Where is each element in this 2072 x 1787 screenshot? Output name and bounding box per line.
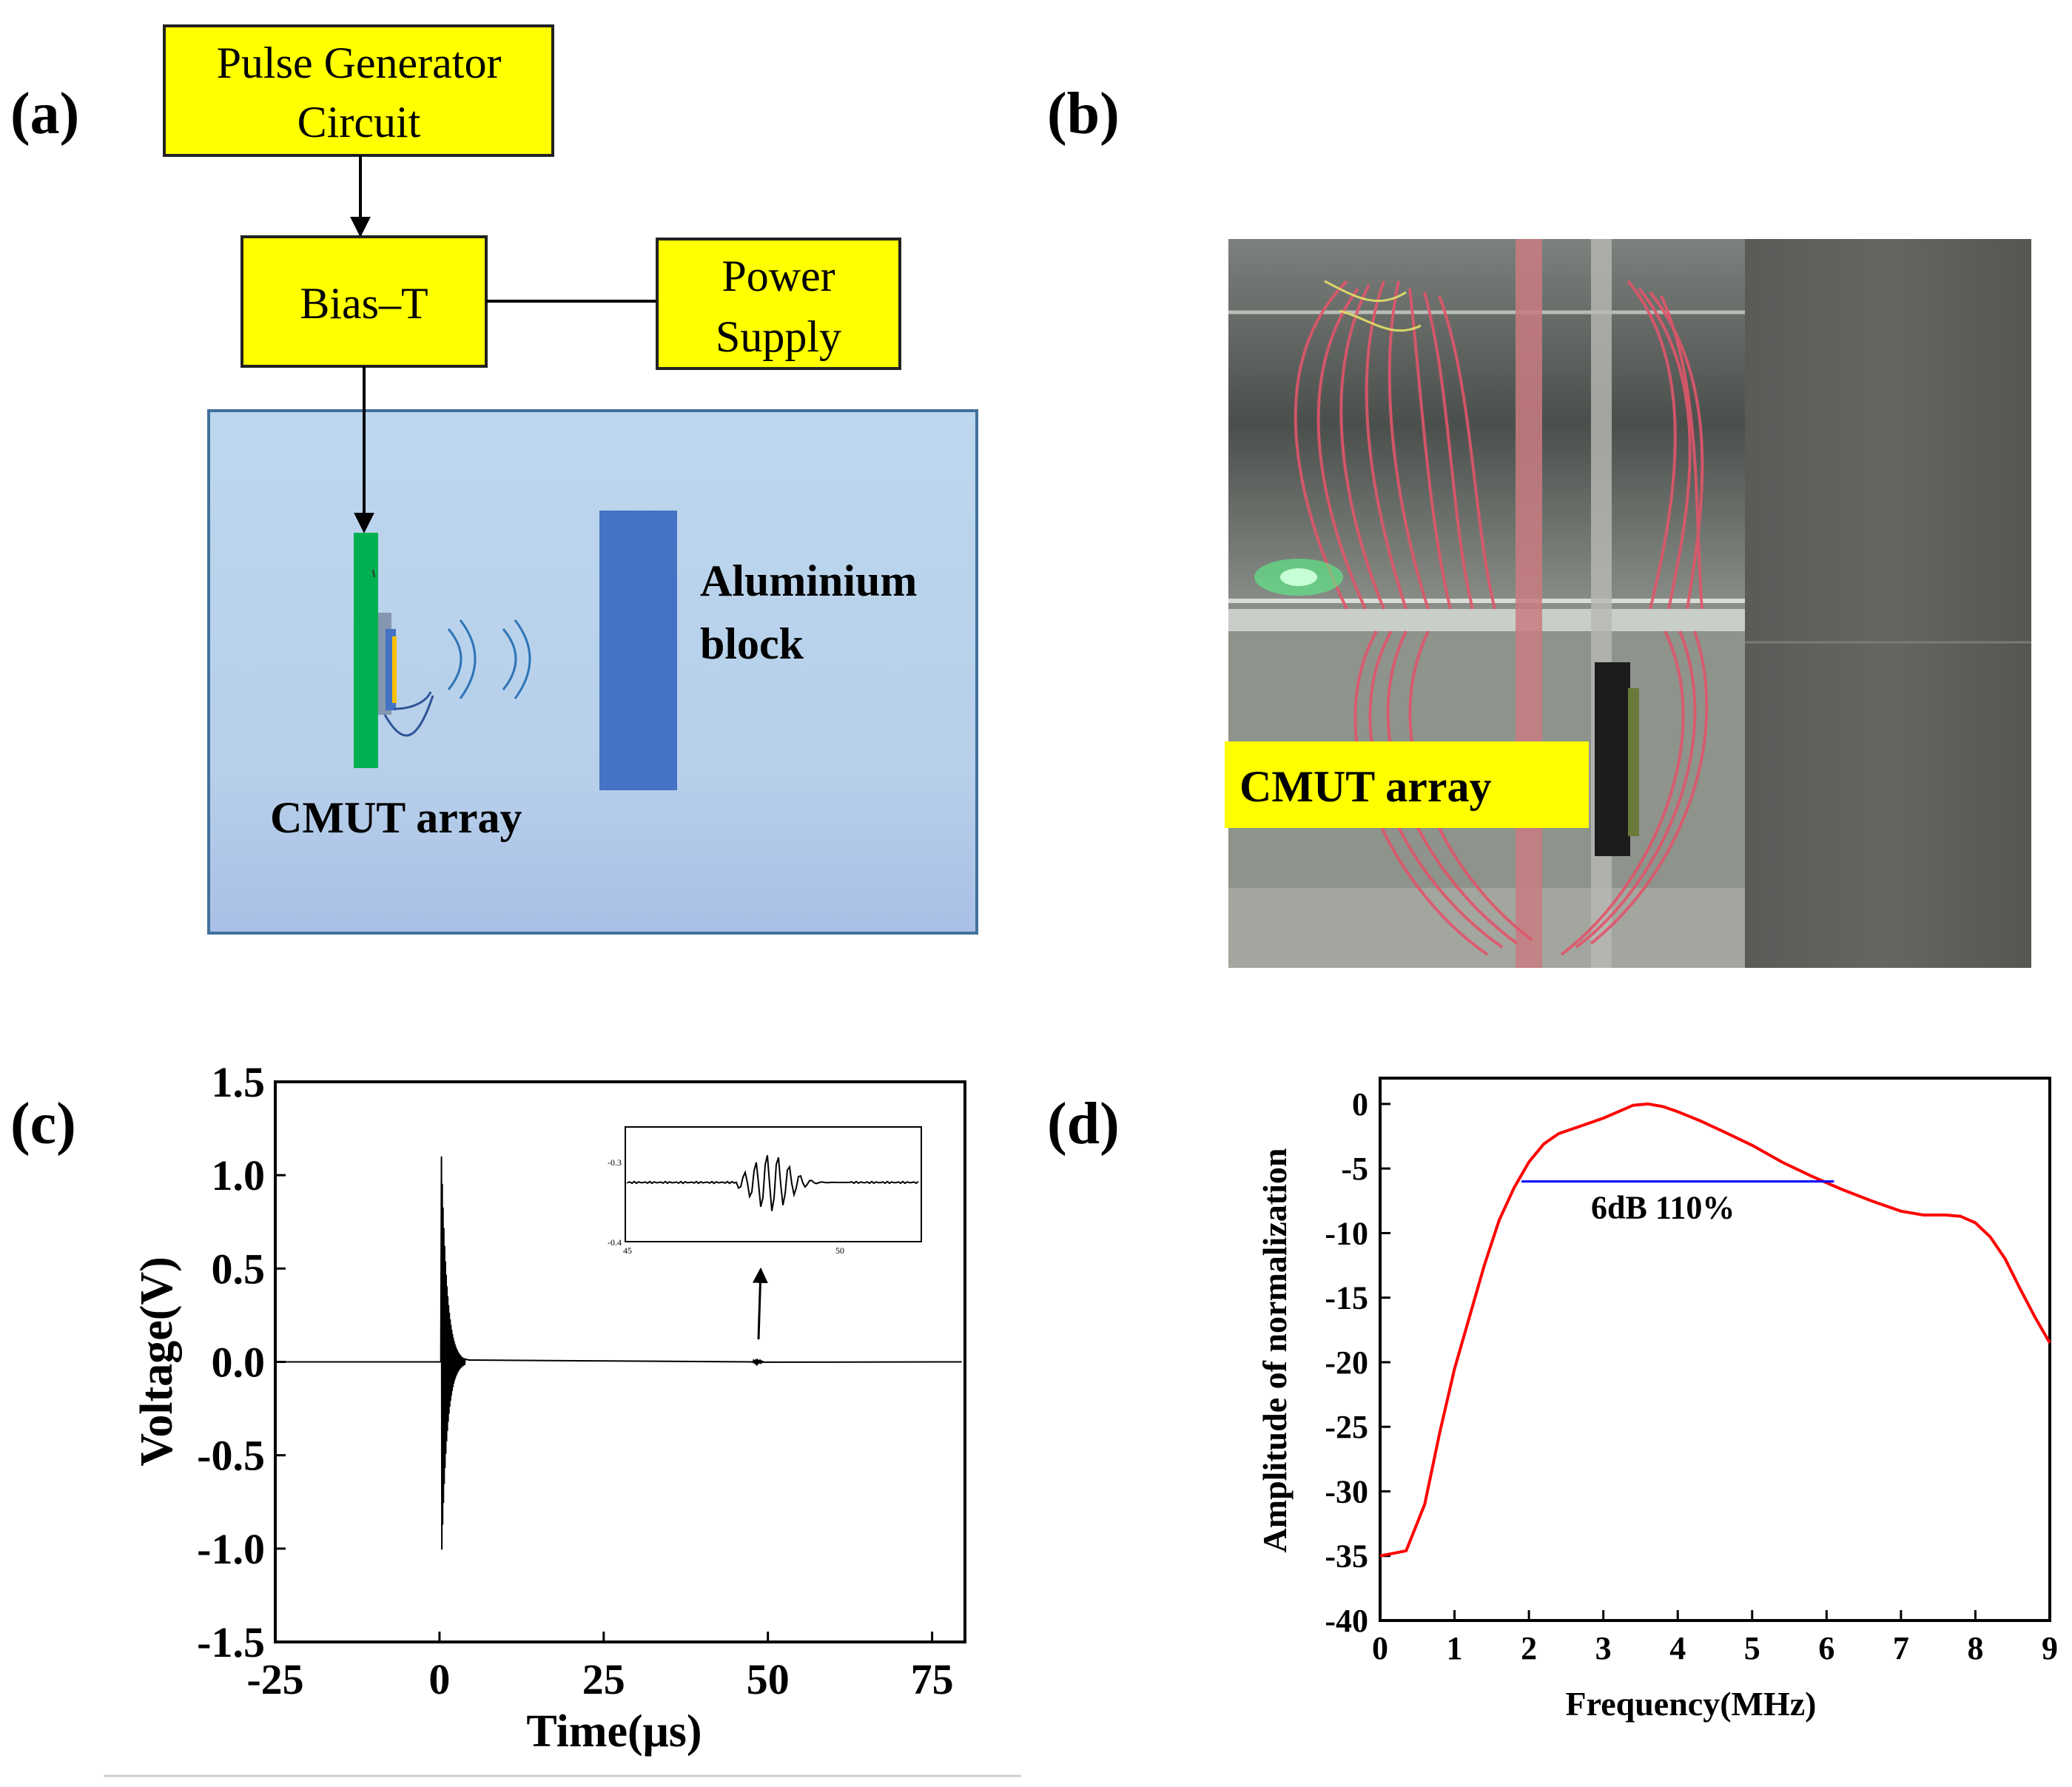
chart-d-ytick-label: -40: [1325, 1603, 1368, 1639]
chart-c-ytick-label: 1.5: [212, 1058, 266, 1106]
chart-c-ytick-label: 1.0: [212, 1151, 266, 1199]
chart-c-xlabel: Time(μs): [526, 1706, 702, 1757]
inset-xtick-2: 50: [835, 1245, 844, 1256]
chart-c-xtick-label: 75: [911, 1655, 954, 1703]
photo-cmut-label: CMUT array: [1240, 762, 1492, 811]
cmut-array-label: CMUT array: [270, 793, 522, 842]
chart-d-xtick-label: 9: [2042, 1630, 2058, 1666]
chart-d-xtick-label: 0: [1372, 1630, 1388, 1666]
chart-c-ytick-label: 0.5: [212, 1245, 266, 1293]
panel-a: (a) Pulse Generator Circuit Bias–T Power…: [10, 24, 978, 935]
sound-waves: [447, 619, 531, 699]
bias-t-box: Bias–T: [240, 235, 488, 368]
water-tank: [207, 409, 978, 935]
chart-c-ytick-label: -0.5: [197, 1432, 265, 1480]
chart-d-ytick-label: -25: [1325, 1409, 1368, 1445]
power-supply-line1: Power: [722, 252, 835, 300]
chart-d-ytick-label: -15: [1325, 1280, 1368, 1316]
chart-c-x-axis: -25 0 25 50 75: [246, 1632, 954, 1703]
chart-d-xtick-label: 8: [1967, 1630, 1983, 1666]
chart-c-ylabel: Voltage(V): [132, 1256, 182, 1467]
chart-d-ytick-label: -20: [1325, 1345, 1368, 1381]
chart-d-xtick-label: 3: [1595, 1630, 1612, 1666]
panel-d-label: (d): [1047, 1091, 1120, 1157]
cmut-device: [354, 533, 434, 768]
panel-b: (b): [1047, 81, 2031, 968]
pulse-generator-line1: Pulse Generator: [217, 38, 502, 87]
chart-d-ytick-label: -5: [1341, 1151, 1368, 1187]
chart-c-xtick-label: -25: [246, 1655, 303, 1703]
chart-c-xtick-label: 0: [428, 1655, 450, 1703]
chart-d-x-axis: 0 1 2 3 4 5 6 7 8 9: [1372, 1610, 2058, 1666]
power-supply-box: Power Supply: [656, 238, 901, 370]
chart-d-xtick-label: 4: [1669, 1630, 1686, 1666]
chart-c-series-line: [281, 1156, 962, 1550]
power-supply-line2: Supply: [716, 312, 841, 361]
chart-d-ytick-label: -35: [1325, 1538, 1368, 1575]
chart-d-annotation: 6dB 110%: [1591, 1190, 1735, 1226]
chart-d-y-axis: 0 -5 -10 -15 -20 -25 -30 -35 -40: [1325, 1086, 1390, 1639]
chart-d-ytick-label: -10: [1325, 1215, 1368, 1251]
aluminium-block: [599, 511, 677, 790]
chart-c-xtick-label: 25: [582, 1655, 625, 1703]
chart-c-ytick-label: 0.0: [212, 1339, 266, 1387]
inset-ytick-2: -0.4: [608, 1237, 622, 1248]
pulse-generator-line2: Circuit: [297, 98, 421, 147]
aluminium-label-line1: Aluminium: [700, 556, 917, 605]
inset-xtick-1: 45: [623, 1245, 632, 1256]
panel-c-label: (c): [10, 1091, 76, 1157]
bias-t-label: Bias–T: [300, 279, 428, 328]
panel-b-label: (b): [1047, 81, 1120, 147]
chart-c-ytick-label: -1.5: [197, 1618, 265, 1666]
panel-c: (c) 1.51.00.50.0-0.5-1.0-1.5 -25 0 25 50 75 …: [10, 1058, 1021, 1777]
chart-d-frame: [1379, 1077, 2051, 1622]
chart-d-xtick-label: 2: [1521, 1630, 1537, 1666]
panel-a-label: (a): [10, 81, 79, 147]
inset-ytick-1: -0.3: [608, 1157, 622, 1168]
chart-d-ylabel: Amplitude of normalization: [1256, 1148, 1294, 1553]
pulse-generator-box: Pulse Generator Circuit: [163, 24, 554, 157]
chart-d-xtick-label: 1: [1447, 1630, 1463, 1666]
chart-d-xtick-label: 5: [1744, 1630, 1760, 1666]
chart-c-inset: -0.3 -0.4 45 50: [608, 1126, 922, 1256]
chart-d-xtick-label: 6: [1818, 1630, 1834, 1666]
chart-c-xtick-label: 50: [747, 1655, 790, 1703]
photo-cmut-setup: CMUT array: [1225, 239, 2031, 968]
chart-c-y-axis: 1.5 1.0 0.5 0.0 -0.5 -1.0 -1.5: [197, 1058, 286, 1666]
chart-d-ytick-label: -30: [1325, 1473, 1368, 1510]
chart-c-inset-line: [627, 1154, 919, 1211]
inset-pointer-arrow: [752, 1267, 768, 1340]
aluminium-label-line2: block: [700, 619, 804, 668]
chart-d-xtick-label: 7: [1893, 1630, 1909, 1666]
chart-c-ytick-label: -1.0: [197, 1525, 265, 1573]
chart-d-series-line: [1379, 1102, 2051, 1558]
chart-d-ytick-label: 0: [1352, 1086, 1368, 1123]
chart-d-xlabel: Frequency(MHz): [1566, 1685, 1817, 1723]
